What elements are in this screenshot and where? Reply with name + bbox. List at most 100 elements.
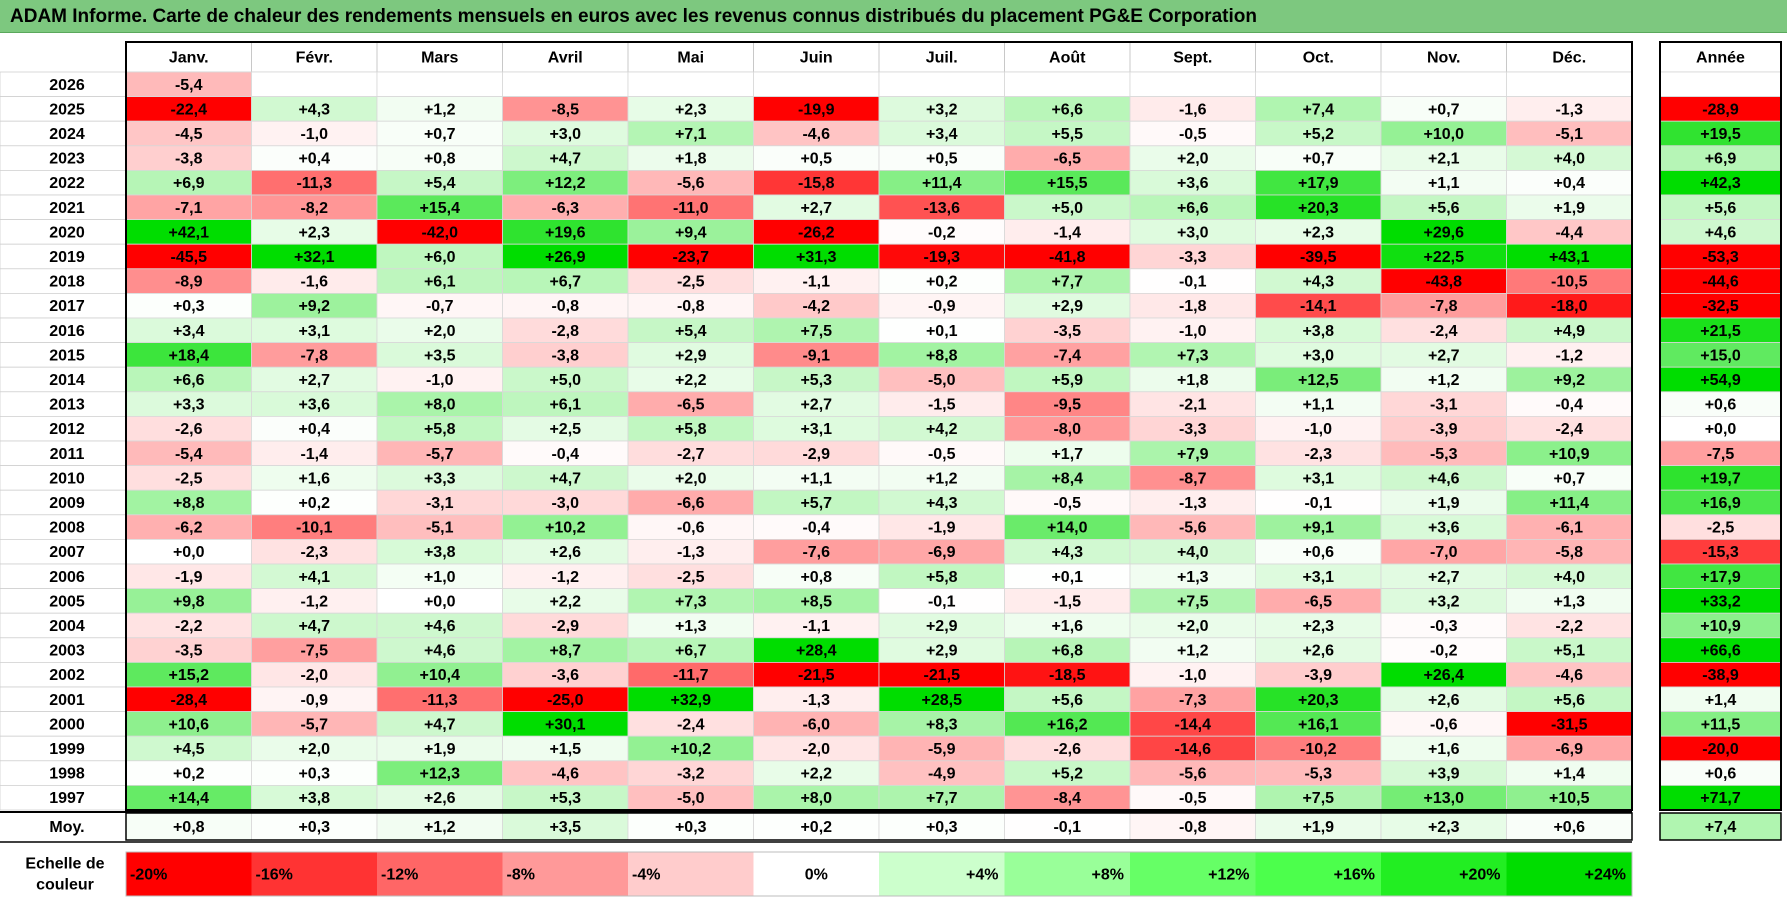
- heatmap-cell: [627, 686, 754, 713]
- cell-value: +2,5: [549, 421, 581, 438]
- heatmap-cell: [502, 514, 629, 540]
- cell-value: +2,7: [800, 397, 832, 414]
- year-cell: [0, 219, 127, 245]
- cell-value: +7,3: [1177, 347, 1209, 364]
- heatmap-cell: [1506, 760, 1633, 786]
- heatmap-cell: [1129, 735, 1256, 762]
- cell-value: -1,3: [802, 692, 830, 709]
- cell-value: +2,9: [926, 618, 958, 635]
- cell-value: -3,0: [551, 495, 579, 512]
- cell-value: -2,4: [677, 716, 705, 733]
- cell-value: +6,7: [549, 274, 581, 291]
- cell-value: +5,2: [1302, 126, 1334, 143]
- cell-value: +8,7: [549, 643, 581, 660]
- cell-value: +4,6: [424, 618, 456, 635]
- heatmap-cell: [1380, 342, 1507, 368]
- cell-value: +3,8: [1302, 323, 1334, 340]
- heatmap-cell: [125, 243, 252, 270]
- scale-label: +12%: [1208, 867, 1249, 884]
- cell-value: -7,8: [300, 347, 328, 364]
- cell-value: +5,1: [1553, 643, 1585, 660]
- month-header-4: Avril: [548, 50, 583, 67]
- cell-value: +3,4: [926, 126, 958, 143]
- heatmap-cell: [251, 440, 378, 467]
- year-cell: [0, 465, 127, 491]
- month-header-5: Mai: [677, 50, 704, 67]
- annual-header-cell: [1659, 41, 1782, 73]
- annual-cell: [1659, 268, 1782, 294]
- cell-value: +26,9: [545, 249, 586, 266]
- cell-value: +7,7: [1051, 274, 1083, 291]
- cell-value: +1,6: [1051, 618, 1083, 635]
- annual-cell: [1659, 662, 1782, 688]
- heatmap-cell: [1004, 268, 1131, 294]
- cell-value: -0,5: [928, 446, 956, 463]
- scale-swatch: [126, 852, 252, 896]
- cell-value: +2,9: [675, 347, 707, 364]
- heatmap-cell: [502, 96, 629, 122]
- cell-value: +4,0: [1553, 569, 1585, 586]
- cell-value: -6,1: [1555, 520, 1583, 537]
- cell-value: +10,2: [671, 741, 712, 758]
- cell-value: -3,8: [175, 151, 203, 168]
- heatmap-cell: [251, 465, 378, 491]
- cell-value: +2,6: [424, 790, 456, 807]
- heatmap-cell: [1255, 465, 1382, 491]
- month-header-10: Oct.: [1303, 50, 1334, 67]
- year-label-2025: 2025: [49, 101, 85, 118]
- heatmap-cell: [376, 465, 503, 491]
- cell-value: -1,5: [1053, 593, 1081, 610]
- average-annual-value: +7,4: [1705, 819, 1737, 836]
- cell-value: +1,7: [1051, 446, 1083, 463]
- heatmap-cell: [1004, 120, 1131, 147]
- cell-value: -7,3: [1179, 692, 1207, 709]
- scale-swatch: [753, 852, 879, 896]
- heatmap-cell: [1506, 243, 1633, 270]
- cell-value: +0,0: [173, 544, 205, 561]
- cell-value: -2,4: [1430, 323, 1458, 340]
- heatmap-cell: [1506, 686, 1633, 713]
- cell-value: -2,2: [175, 618, 203, 635]
- heatmap-cell: [753, 366, 880, 393]
- cell-value: -5,3: [1304, 766, 1332, 783]
- scale-border: [125, 851, 1633, 897]
- cell-value: -2,0: [300, 667, 328, 684]
- cell-value: -0,4: [1555, 397, 1583, 414]
- heatmap-cell: [251, 169, 378, 196]
- heatmap-cell: [376, 342, 503, 368]
- cell-value: +14,0: [1047, 520, 1088, 537]
- heatmap-cell: [1506, 440, 1633, 467]
- cell-value: -2,6: [1053, 741, 1081, 758]
- cell-value: -11,0: [673, 200, 709, 217]
- heatmap-cell: [1506, 612, 1633, 639]
- heatmap-cell: [1380, 514, 1507, 540]
- heatmap-cell: [753, 612, 880, 639]
- heatmap-cell: [251, 366, 378, 393]
- scale-swatch: [1004, 852, 1130, 896]
- heatmap-cell: [1129, 243, 1256, 270]
- year-label-2001: 2001: [49, 692, 85, 709]
- average-value: +2,3: [1428, 819, 1460, 836]
- cell-value: +18,4: [169, 347, 210, 364]
- cell-value: -13,6: [924, 200, 961, 217]
- year-cell: [0, 563, 127, 590]
- cell-value: +10,0: [1424, 126, 1465, 143]
- month-header-7: Juil.: [926, 50, 958, 67]
- cell-value: +2,0: [675, 470, 707, 487]
- cell-value: -0,8: [677, 298, 705, 315]
- cell-value: +11,4: [1549, 495, 1589, 512]
- cell-value: +28,5: [922, 692, 963, 709]
- cell-value: -21,5: [798, 667, 835, 684]
- cell-value: -1,5: [928, 397, 956, 414]
- average-label-cell: [0, 813, 126, 840]
- heatmap-cell: [1380, 785, 1507, 811]
- heatmap-cell: [251, 760, 378, 786]
- scale-swatch: [251, 852, 377, 896]
- heatmap-cell: [1255, 317, 1382, 344]
- cell-value: +0,7: [1302, 151, 1334, 168]
- cell-value: -18,5: [1049, 667, 1086, 684]
- heatmap-cell: [125, 563, 252, 590]
- heatmap-cell: [1004, 514, 1131, 540]
- cell-value: +0,8: [800, 569, 832, 586]
- heatmap-cell: [125, 785, 252, 811]
